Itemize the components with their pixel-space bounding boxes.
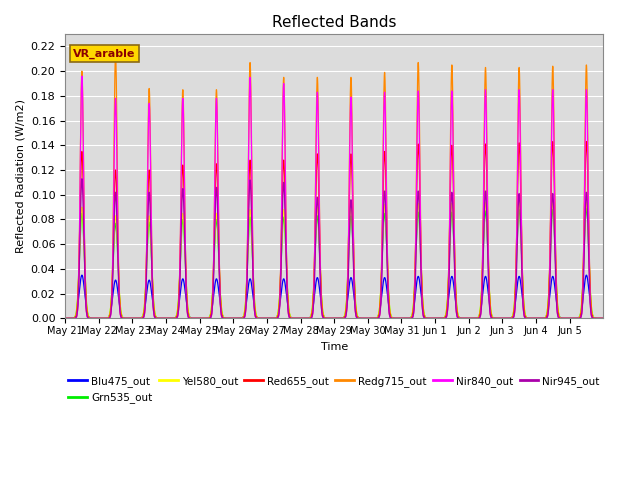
Line: Redg715_out: Redg715_out — [65, 55, 603, 318]
Nir945_out — [522, 315, 530, 321]
Title: Reflected Bands: Reflected Bands — [272, 15, 396, 30]
Blu475_out — [508, 314, 516, 320]
Red655_out — [508, 315, 516, 321]
Yel580_out — [383, 241, 390, 247]
Grn535_out — [383, 247, 390, 252]
Red655_out — [61, 315, 69, 321]
Redg715_out — [522, 315, 530, 321]
Redg715_out — [111, 52, 119, 58]
Yel580_out — [481, 199, 489, 205]
Line: Blu475_out: Blu475_out — [65, 275, 603, 318]
Yel580_out — [173, 312, 180, 318]
Nir840_out — [599, 315, 607, 321]
Grn535_out — [354, 314, 362, 320]
Blu475_out — [61, 315, 69, 321]
Nir840_out — [354, 315, 362, 321]
Nir945_out — [61, 315, 69, 321]
Yel580_out — [354, 314, 362, 320]
Nir840_out — [78, 73, 86, 79]
Red655_out — [549, 139, 557, 144]
Grn535_out — [173, 312, 180, 318]
Yel580_out — [522, 314, 530, 320]
Redg715_out — [508, 315, 516, 321]
Blu475_out — [383, 287, 390, 293]
Blu475_out — [354, 314, 362, 320]
Line: Yel580_out: Yel580_out — [65, 202, 603, 318]
Blu475_out — [78, 272, 86, 278]
Redg715_out — [173, 315, 180, 321]
Nir840_out — [522, 315, 530, 321]
Yel580_out — [61, 315, 69, 321]
Blu475_out — [173, 312, 180, 318]
Nir945_out — [508, 315, 516, 321]
Nir945_out — [599, 315, 607, 321]
Nir840_out — [61, 315, 69, 321]
Red655_out — [522, 315, 530, 321]
Line: Nir945_out: Nir945_out — [65, 179, 603, 318]
Y-axis label: Reflected Radiation (W/m2): Reflected Radiation (W/m2) — [15, 99, 25, 253]
Grn535_out — [61, 315, 69, 321]
Nir840_out — [508, 315, 516, 321]
Nir945_out — [173, 315, 180, 321]
Nir840_out — [482, 88, 490, 94]
Line: Nir840_out: Nir840_out — [65, 76, 603, 318]
Yel580_out — [508, 314, 516, 320]
Grn535_out — [599, 315, 607, 321]
Line: Red655_out: Red655_out — [65, 142, 603, 318]
Grn535_out — [582, 205, 590, 211]
Redg715_out — [482, 66, 490, 72]
Text: VR_arable: VR_arable — [73, 48, 136, 59]
Nir840_out — [173, 315, 180, 321]
Line: Grn535_out: Grn535_out — [65, 208, 603, 318]
Red655_out — [599, 315, 607, 321]
Redg715_out — [599, 315, 607, 321]
Nir945_out — [482, 189, 490, 194]
Grn535_out — [522, 314, 530, 320]
Red655_out — [173, 314, 180, 320]
Nir840_out — [383, 226, 390, 231]
Red655_out — [482, 141, 490, 147]
X-axis label: Time: Time — [321, 342, 348, 351]
Redg715_out — [354, 315, 362, 321]
Red655_out — [354, 315, 362, 321]
Grn535_out — [482, 208, 490, 214]
Redg715_out — [383, 218, 390, 224]
Yel580_out — [482, 200, 490, 205]
Grn535_out — [508, 314, 516, 320]
Nir945_out — [354, 315, 362, 321]
Nir945_out — [78, 176, 86, 181]
Legend: Blu475_out, Grn535_out, Yel580_out, Red655_out, Redg715_out, Nir840_out, Nir945_: Blu475_out, Grn535_out, Yel580_out, Red6… — [64, 372, 604, 408]
Blu475_out — [482, 274, 490, 279]
Red655_out — [383, 222, 390, 228]
Blu475_out — [599, 315, 607, 321]
Redg715_out — [61, 315, 69, 321]
Blu475_out — [522, 314, 530, 320]
Nir945_out — [383, 256, 390, 262]
Yel580_out — [599, 315, 607, 321]
